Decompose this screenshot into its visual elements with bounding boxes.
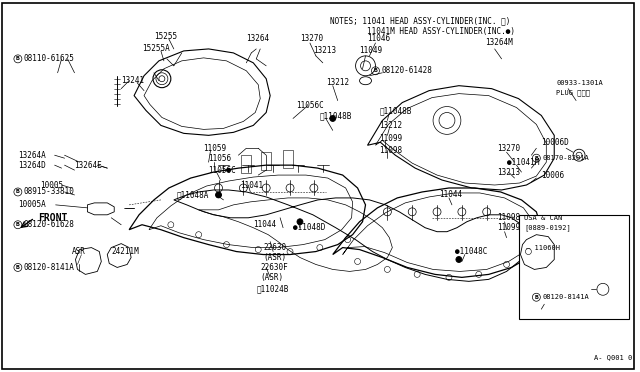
Text: 13270: 13270 — [497, 144, 520, 153]
Text: NOTES; 11041 HEAD ASSY-CYLINDER(INC. ※): NOTES; 11041 HEAD ASSY-CYLINDER(INC. ※) — [330, 17, 510, 26]
Text: 11099: 11099 — [380, 134, 403, 143]
Text: 08120-8141A: 08120-8141A — [24, 263, 75, 272]
Text: 11056C: 11056C — [209, 166, 236, 174]
Text: 10005: 10005 — [40, 180, 63, 189]
Text: 13212: 13212 — [380, 121, 403, 130]
Text: B: B — [374, 68, 378, 73]
Text: 13213: 13213 — [313, 46, 336, 55]
Text: 13264A: 13264A — [18, 151, 45, 160]
Circle shape — [216, 192, 221, 198]
Text: B: B — [534, 295, 538, 300]
Circle shape — [456, 257, 462, 263]
Text: (ASR): (ASR) — [263, 253, 286, 262]
Text: 10006: 10006 — [541, 171, 564, 180]
Text: 08110-61625: 08110-61625 — [24, 54, 75, 63]
Text: A- Q001 0: A- Q001 0 — [594, 354, 632, 360]
Text: ●11048D: ●11048D — [293, 223, 325, 232]
Text: 13212: 13212 — [326, 78, 349, 87]
Text: 22630F: 22630F — [260, 263, 288, 272]
Text: 15255: 15255 — [154, 32, 177, 41]
Text: 11044: 11044 — [253, 220, 276, 229]
Circle shape — [330, 115, 336, 121]
Text: 13270: 13270 — [300, 35, 323, 44]
Text: PLUG プラグ: PLUG プラグ — [556, 89, 590, 96]
Text: B: B — [16, 57, 20, 61]
Text: 11044: 11044 — [439, 190, 462, 199]
Text: 08120-61428: 08120-61428 — [381, 66, 432, 75]
Text: 11098: 11098 — [497, 213, 520, 222]
Text: FRONT: FRONT — [38, 213, 67, 223]
Text: 13264M: 13264M — [484, 38, 513, 48]
Text: 11098: 11098 — [380, 146, 403, 155]
Text: 08170-8201A: 08170-8201A — [542, 155, 589, 161]
Text: B: B — [534, 156, 538, 161]
Text: ●11048C: ●11048C — [455, 247, 487, 256]
Circle shape — [216, 192, 221, 198]
Text: 22630: 22630 — [263, 243, 286, 252]
Text: 11041: 11041 — [241, 180, 264, 189]
Text: 13264: 13264 — [246, 35, 269, 44]
Text: 13264E: 13264E — [74, 161, 102, 170]
Text: ※11024B: ※11024B — [256, 285, 289, 294]
Text: 08915-33810: 08915-33810 — [24, 187, 75, 196]
Text: 11046: 11046 — [367, 35, 390, 44]
Text: 08120-8141A: 08120-8141A — [542, 294, 589, 300]
Text: 11059: 11059 — [204, 144, 227, 153]
Text: 11041M HEAD ASSY-CYLINDER(INC.●): 11041M HEAD ASSY-CYLINDER(INC.●) — [330, 26, 515, 36]
Text: ※11048A: ※11048A — [177, 190, 209, 199]
Text: B: B — [16, 222, 20, 227]
Text: ●11041M: ●11041M — [507, 158, 539, 167]
Text: 15255A: 15255A — [142, 44, 170, 54]
Text: 11049: 11049 — [360, 46, 383, 55]
Text: 13264D: 13264D — [18, 161, 45, 170]
Text: — 11060H: — 11060H — [527, 244, 561, 251]
Text: USA & CAN: USA & CAN — [524, 215, 563, 221]
Text: 11056C: 11056C — [296, 101, 324, 110]
Text: 10006D: 10006D — [541, 138, 569, 147]
Text: 11056: 11056 — [209, 154, 232, 163]
Text: (ASR): (ASR) — [260, 273, 284, 282]
Text: ※11048B: ※11048B — [320, 111, 352, 120]
Text: 10005A: 10005A — [18, 201, 45, 209]
Text: 11099: 11099 — [497, 223, 520, 232]
Text: 13241: 13241 — [121, 76, 144, 85]
Text: 08120-61628: 08120-61628 — [24, 220, 75, 229]
Text: B: B — [16, 189, 20, 195]
Circle shape — [297, 219, 303, 225]
Bar — [520, 215, 628, 319]
Text: 13213: 13213 — [497, 168, 520, 177]
Text: [0889-0192]: [0889-0192] — [524, 224, 571, 231]
Text: 00933-1301A: 00933-1301A — [556, 80, 603, 86]
Text: ASR: ASR — [72, 247, 85, 256]
Circle shape — [227, 168, 230, 172]
Text: ※11048B: ※11048B — [380, 106, 412, 115]
Text: 24211M: 24211M — [111, 247, 139, 256]
Text: B: B — [16, 265, 20, 270]
